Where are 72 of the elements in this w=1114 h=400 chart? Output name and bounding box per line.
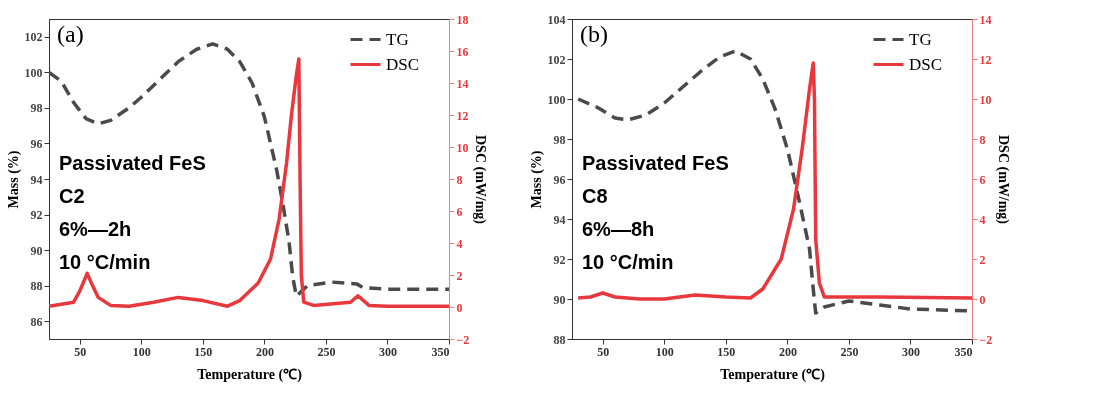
x-axis-title: Temperature (℃) — [197, 366, 303, 383]
y-tick-label: 98 — [553, 132, 566, 147]
y2-tick-label: 10 — [456, 140, 469, 155]
y-tick-label: 96 — [30, 136, 43, 151]
y-tick-label: 100 — [24, 65, 43, 80]
y2-tick-label: 4 — [456, 236, 463, 251]
y-tick-label: 102 — [547, 52, 566, 67]
annotation: 6%—8h — [582, 218, 655, 240]
y-tick-label: 100 — [547, 92, 566, 107]
x-tick-label: 300 — [378, 344, 397, 359]
y-tick-label: 86 — [30, 314, 43, 329]
y2-tick-label: 2 — [979, 252, 986, 267]
x-tick-label: 250 — [840, 344, 859, 359]
y-tick-label: 96 — [553, 172, 566, 187]
y-tick-label: 92 — [553, 252, 566, 267]
y-tick-label: 90 — [30, 243, 43, 258]
y2-axis-title: DSC (mW/mg) — [995, 134, 1012, 225]
x-tick-label: 350 — [954, 344, 973, 359]
annotation: (b) — [580, 21, 608, 47]
annotation: C8 — [582, 185, 608, 207]
legend-label: DSC — [386, 54, 420, 74]
y-tick-label: 98 — [30, 101, 43, 116]
legend-label: TG — [386, 29, 409, 49]
y-tick-label: 102 — [24, 30, 43, 45]
y-tick-label: 94 — [553, 212, 566, 227]
y2-tick-label: 16 — [456, 44, 469, 59]
y2-tick-label: 6 — [979, 172, 986, 187]
y2-tick-label: 14 — [979, 12, 992, 27]
legend-label: DSC — [909, 54, 943, 74]
legend-label: TG — [909, 29, 932, 49]
y2-tick-label: 6 — [456, 204, 463, 219]
y2-axis-title: DSC (mW/mg) — [472, 134, 489, 225]
y2-tick-label: 12 — [456, 108, 469, 123]
x-tick-label: 350 — [431, 344, 450, 359]
y2-tick-label: 18 — [456, 12, 469, 27]
x-tick-label: 200 — [255, 344, 274, 359]
annotation: 10 °C/min — [582, 251, 674, 273]
y-tick-label: 94 — [30, 172, 43, 187]
x-tick-label: 200 — [778, 344, 797, 359]
y-tick-label: 88 — [30, 279, 43, 294]
annotation: C2 — [59, 185, 85, 207]
x-tick-label: 100 — [655, 344, 674, 359]
y2-tick-label: 2 — [456, 268, 463, 283]
y-axis-title: Mass (%) — [528, 150, 545, 209]
y2-tick-label: 14 — [456, 76, 469, 91]
x-tick-label: 50 — [597, 344, 610, 359]
x-tick-label: 50 — [74, 344, 87, 359]
y-tick-label: 88 — [553, 332, 566, 347]
annotation: Passivated FeS — [59, 152, 206, 174]
y2-tick-label: −2 — [456, 332, 470, 347]
x-tick-label: 100 — [132, 344, 151, 359]
annotation: Passivated FeS — [582, 152, 729, 174]
y2-tick-label: 0 — [979, 292, 986, 307]
y-tick-label: 90 — [553, 292, 566, 307]
x-tick-label: 250 — [317, 344, 336, 359]
x-tick-label: 150 — [717, 344, 736, 359]
x-axis-title: Temperature (℃) — [720, 366, 826, 383]
y2-tick-label: 0 — [456, 300, 463, 315]
x-tick-label: 150 — [194, 344, 213, 359]
y2-tick-label: 12 — [979, 52, 992, 67]
x-tick-label: 300 — [901, 344, 920, 359]
y-axis-title: Mass (%) — [5, 150, 22, 209]
annotation: (a) — [57, 21, 84, 47]
y2-tick-label: 8 — [979, 132, 986, 147]
annotation: 6%—2h — [59, 218, 132, 240]
annotation: 10 °C/min — [59, 251, 151, 273]
y2-tick-label: 10 — [979, 92, 992, 107]
y2-tick-label: −2 — [979, 332, 993, 347]
y-tick-label: 92 — [30, 208, 43, 223]
y2-tick-label: 4 — [979, 212, 986, 227]
y2-tick-label: 8 — [456, 172, 463, 187]
y-tick-label: 104 — [547, 12, 566, 27]
